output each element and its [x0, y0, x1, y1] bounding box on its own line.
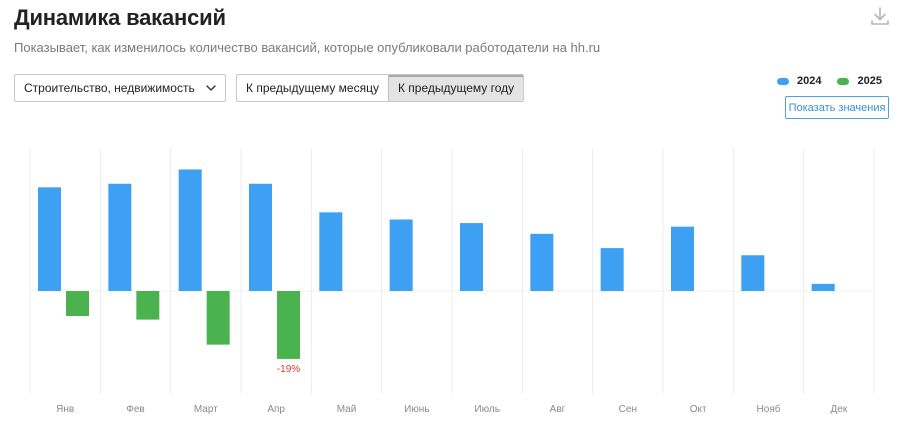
bar-2024-Июль[interactable]	[460, 223, 483, 291]
bar-2024-Янв[interactable]	[38, 187, 61, 291]
bar-2025-Апр[interactable]	[277, 291, 300, 359]
bar-2024-Март[interactable]	[178, 169, 202, 291]
chevron-down-icon	[206, 85, 216, 91]
bar-2025-Март[interactable]	[206, 291, 230, 345]
x-tick-label: Июль	[474, 404, 500, 415]
legend-swatch-2025	[837, 77, 850, 85]
compare-prev-year-button[interactable]: К предыдущему году	[387, 75, 524, 101]
bar-2024-Окт[interactable]	[671, 226, 694, 291]
industry-select-value: Строительство, недвижимость	[24, 81, 195, 95]
x-tick-label: Июнь	[404, 404, 429, 415]
bar-2024-Сен[interactable]	[600, 248, 624, 291]
legend-label-2025: 2025	[857, 75, 882, 87]
page-subtitle: Показывает, как изменилось количество ва…	[14, 40, 601, 55]
chart-legend: 2024 2025	[777, 75, 882, 87]
bar-2025-Фев[interactable]	[136, 291, 160, 320]
compare-toggle: К предыдущему месяцу К предыдущему году	[236, 74, 525, 102]
legend-swatch-2024	[777, 77, 789, 85]
x-tick-label: Авг	[550, 404, 566, 415]
compare-prev-month-button[interactable]: К предыдущему месяцу	[246, 81, 379, 95]
x-tick-label: Сен	[619, 404, 637, 415]
bar-2024-Июнь[interactable]	[389, 219, 413, 292]
bar-2024-Май[interactable]	[319, 212, 343, 291]
industry-select[interactable]: Строительство, недвижимость	[14, 74, 226, 102]
legend-item-2024: 2024	[777, 75, 821, 87]
bar-2024-Фев[interactable]	[108, 183, 132, 291]
page-title: Динамика вакансий	[14, 5, 226, 30]
legend-label-2024: 2024	[797, 75, 822, 87]
x-tick-label: Дек	[830, 404, 847, 415]
x-tick-label: Янв	[56, 404, 74, 415]
data-label: -19%	[277, 364, 300, 375]
bar-2024-Нояб[interactable]	[741, 255, 765, 291]
show-values-button[interactable]: Показать значения	[785, 96, 889, 119]
x-tick-label: Фев	[126, 404, 144, 415]
bar-2024-Дек[interactable]	[811, 283, 835, 291]
x-tick-label: Май	[337, 404, 357, 415]
x-tick-label: Нояб	[757, 403, 781, 415]
download-icon[interactable]	[868, 4, 892, 28]
bar-2024-Авг[interactable]	[530, 233, 554, 291]
bar-2024-Апр[interactable]	[249, 183, 272, 291]
x-tick-label: Апр	[267, 404, 285, 415]
x-tick-label: Окт	[690, 404, 707, 415]
legend-item-2025: 2025	[837, 75, 882, 87]
x-tick-label: Март	[194, 404, 218, 415]
bar-2025-Янв[interactable]	[66, 291, 89, 317]
